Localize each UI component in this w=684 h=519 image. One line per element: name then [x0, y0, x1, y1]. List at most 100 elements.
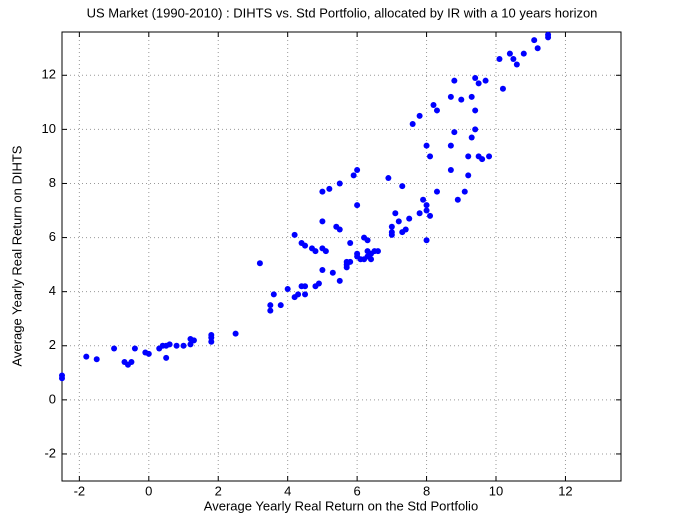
y-tick-label: -2	[44, 445, 56, 460]
data-point	[295, 291, 302, 298]
data-point	[510, 56, 517, 63]
data-point	[302, 291, 309, 298]
data-point	[319, 267, 326, 274]
data-point	[461, 188, 468, 195]
data-point	[131, 345, 138, 352]
data-point	[291, 231, 298, 238]
data-point	[284, 285, 291, 292]
data-point	[267, 302, 274, 309]
data-point	[326, 185, 333, 192]
data-point	[173, 342, 180, 349]
data-point	[513, 61, 520, 68]
data-point	[354, 166, 361, 173]
data-point	[312, 248, 319, 255]
data-point	[472, 126, 479, 133]
x-axis-label: Average Yearly Real Return on the Std Po…	[204, 498, 478, 513]
data-point	[187, 335, 194, 342]
data-point	[163, 354, 170, 361]
data-point	[354, 202, 361, 209]
data-point	[447, 93, 454, 100]
data-point	[395, 218, 402, 225]
data-point	[499, 85, 506, 92]
data-point	[93, 356, 100, 363]
data-point	[392, 210, 399, 217]
data-point	[368, 256, 375, 263]
chart-title: US Market (1990-2010) : DIHTS vs. Std Po…	[87, 5, 598, 20]
data-point	[506, 50, 513, 57]
data-point	[472, 74, 479, 81]
data-point	[347, 239, 354, 246]
data-point	[374, 248, 381, 255]
data-point	[531, 37, 538, 44]
y-tick-label: 6	[49, 229, 56, 244]
x-tick-label: 10	[489, 483, 503, 498]
data-point	[486, 153, 493, 160]
data-point	[447, 166, 454, 173]
data-point	[267, 307, 274, 314]
y-tick-label: 10	[42, 121, 56, 136]
data-point	[545, 34, 552, 41]
data-point	[430, 102, 437, 109]
data-point	[319, 188, 326, 195]
data-point	[433, 188, 440, 195]
data-point	[399, 183, 406, 190]
data-point	[166, 341, 173, 348]
data-point	[447, 142, 454, 149]
data-point	[423, 207, 430, 214]
data-point	[329, 269, 336, 276]
data-point	[465, 153, 472, 160]
y-axis-label: Average Yearly Real Return on DIHTS	[9, 145, 24, 366]
data-point	[145, 350, 152, 357]
x-tick-label: 2	[215, 483, 222, 498]
data-point	[208, 331, 215, 338]
y-tick-label: 8	[49, 175, 56, 190]
data-point	[336, 180, 343, 187]
data-point	[409, 120, 416, 127]
data-point	[256, 260, 263, 267]
data-point	[406, 215, 413, 222]
data-point	[388, 223, 395, 230]
y-tick-label: 0	[49, 391, 56, 406]
x-tick-label: 12	[558, 483, 572, 498]
data-point	[270, 291, 277, 298]
x-tick-label: 8	[423, 483, 430, 498]
data-point	[468, 93, 475, 100]
plot-frame	[61, 31, 622, 482]
data-point	[482, 77, 489, 84]
data-point	[479, 156, 486, 163]
data-point	[468, 134, 475, 141]
data-point	[423, 202, 430, 209]
data-point	[347, 258, 354, 265]
data-point	[350, 172, 357, 179]
data-point	[496, 56, 503, 63]
data-point	[388, 231, 395, 238]
data-point	[458, 96, 465, 103]
data-point	[277, 302, 284, 309]
data-point	[416, 112, 423, 119]
data-point	[111, 345, 118, 352]
data-point	[385, 175, 392, 182]
data-point	[534, 45, 541, 52]
data-point	[433, 107, 440, 114]
x-tick-label: 0	[145, 483, 152, 498]
x-tick-label: 4	[284, 483, 291, 498]
data-point	[423, 142, 430, 149]
data-point	[83, 353, 90, 360]
data-point	[302, 283, 309, 290]
x-tick-label: -2	[74, 483, 86, 498]
data-point	[472, 107, 479, 114]
data-point	[180, 342, 187, 349]
data-point	[319, 218, 326, 225]
y-tick-label: 4	[49, 283, 56, 298]
data-point	[336, 226, 343, 233]
data-point	[420, 196, 427, 203]
data-point	[402, 226, 409, 233]
data-point	[187, 341, 194, 348]
data-point	[451, 77, 458, 84]
data-point	[454, 196, 461, 203]
data-point	[336, 277, 343, 284]
data-point	[128, 358, 135, 365]
x-tick-label: 6	[354, 483, 361, 498]
data-point	[465, 172, 472, 179]
